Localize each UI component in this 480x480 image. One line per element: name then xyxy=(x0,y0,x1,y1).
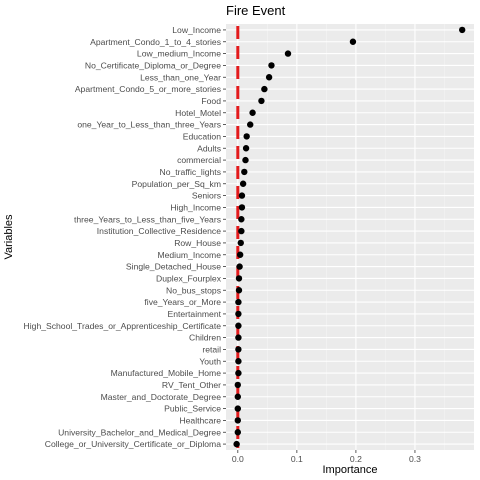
importance-point xyxy=(458,26,466,34)
importance-point xyxy=(238,216,245,223)
importance-point xyxy=(239,180,247,187)
importance-point xyxy=(268,62,275,69)
importance-point xyxy=(261,85,268,93)
importance-point xyxy=(258,97,265,105)
y-tick-label: Less_than_one_Year xyxy=(140,72,221,82)
y-tick-label: retail xyxy=(202,344,221,354)
y-tick-label: Population_per_Sq_km xyxy=(132,179,221,189)
importance-point xyxy=(238,204,246,211)
points-layer xyxy=(233,26,466,448)
y-tick-label: No_bus_stops xyxy=(166,285,221,295)
importance-point xyxy=(235,358,242,365)
y-tick-label: Apartment_Condo_1_to_4_stories xyxy=(90,37,221,47)
x-tick-label: 0.2 xyxy=(350,454,362,464)
y-tick-label: No_traffic_lights xyxy=(160,167,221,177)
importance-point xyxy=(237,239,244,247)
importance-point xyxy=(235,322,242,329)
importance-point xyxy=(234,405,242,412)
importance-point xyxy=(234,429,242,436)
y-tick-label: Institution_Collective_Residence xyxy=(97,226,221,236)
y-tick-label: Education xyxy=(183,131,221,141)
x-tick-label: 0.3 xyxy=(409,454,421,464)
y-tick-label: Row_House xyxy=(174,238,221,248)
y-tick-label: Healthcare xyxy=(179,415,221,425)
importance-point xyxy=(235,346,242,353)
y-tick-label: High_School_Trades_or_Apprenticeship_Cer… xyxy=(24,321,222,331)
importance-point xyxy=(265,74,273,81)
y-tick-label: Public_Service xyxy=(164,404,221,414)
importance-point xyxy=(235,310,242,318)
importance-point xyxy=(243,133,250,140)
importance-point xyxy=(235,334,242,341)
y-tick-label: Children xyxy=(189,333,221,343)
importance-point xyxy=(235,369,242,377)
y-tick-label: RV_Tent_Other xyxy=(162,380,221,390)
importance-point xyxy=(233,440,240,448)
y-tick-labels: Low_Income Apartment_Condo_1_to_4_stories… xyxy=(24,25,226,449)
y-tick-label: No_Certificate_Diploma_or_Degree xyxy=(85,60,221,70)
importance-point xyxy=(242,156,249,164)
x-axis-title: Importance xyxy=(322,464,377,476)
y-tick-label: Hotel_Motel xyxy=(175,108,221,118)
y-tick-label: Duplex_Fourplex xyxy=(156,273,222,283)
importance-point xyxy=(234,417,242,424)
y-tick-label: five_Years_or_More xyxy=(144,297,221,307)
x-tick-label: 0.1 xyxy=(291,454,303,464)
importance-point xyxy=(249,109,256,116)
importance-point xyxy=(235,275,243,282)
x-tick-labels: 0.0 0.1 0.2 0.3 xyxy=(232,450,421,464)
y-tick-label: Food xyxy=(201,96,221,106)
y-tick-label: Youth xyxy=(199,356,221,366)
y-tick-label: Single_Detached_House xyxy=(126,262,221,272)
y-tick-label: Adults xyxy=(197,143,221,153)
y-axis-title: Variables xyxy=(3,214,15,260)
y-tick-label: Seniors xyxy=(192,191,221,201)
chart-title: Fire Event xyxy=(226,3,286,18)
y-tick-label: Apartment_Condo_5_or_more_stories xyxy=(75,84,221,94)
importance-point xyxy=(236,251,244,258)
importance-point xyxy=(235,298,242,306)
y-tick-label: Low_medium_Income xyxy=(137,49,221,59)
y-tick-label: Medium_Income xyxy=(157,250,221,260)
importance-point xyxy=(241,168,248,176)
x-tick-label: 0.0 xyxy=(232,454,244,464)
importance-point xyxy=(235,287,243,294)
y-tick-label: Master_and_Doctorate_Degree xyxy=(101,392,222,402)
y-tick-label: University_Bachelor_and_Medical_Degree xyxy=(58,427,221,437)
importance-point xyxy=(238,227,245,235)
y-tick-label: College_or_University_Certificate_or_Dip… xyxy=(45,439,221,449)
y-tick-label: three_Years_to_Less_than_five_Years xyxy=(74,214,221,224)
importance-point xyxy=(234,393,242,400)
y-tick-label: Entertainment xyxy=(167,309,221,319)
importance-point xyxy=(284,50,292,57)
importance-point xyxy=(349,38,357,45)
y-tick-label: commercial xyxy=(177,155,221,165)
importance-point xyxy=(247,121,254,128)
y-tick-label: Manufactured_Mobile_Home xyxy=(111,368,222,378)
importance-point xyxy=(242,145,250,152)
importance-point xyxy=(234,381,242,389)
y-tick-label: one_Year_to_Less_than_three_Years xyxy=(77,120,221,130)
importance-point xyxy=(238,192,246,199)
importance-point xyxy=(236,263,243,270)
y-tick-label: Low_Income xyxy=(172,25,221,35)
y-tick-label: High_Income xyxy=(170,202,221,212)
